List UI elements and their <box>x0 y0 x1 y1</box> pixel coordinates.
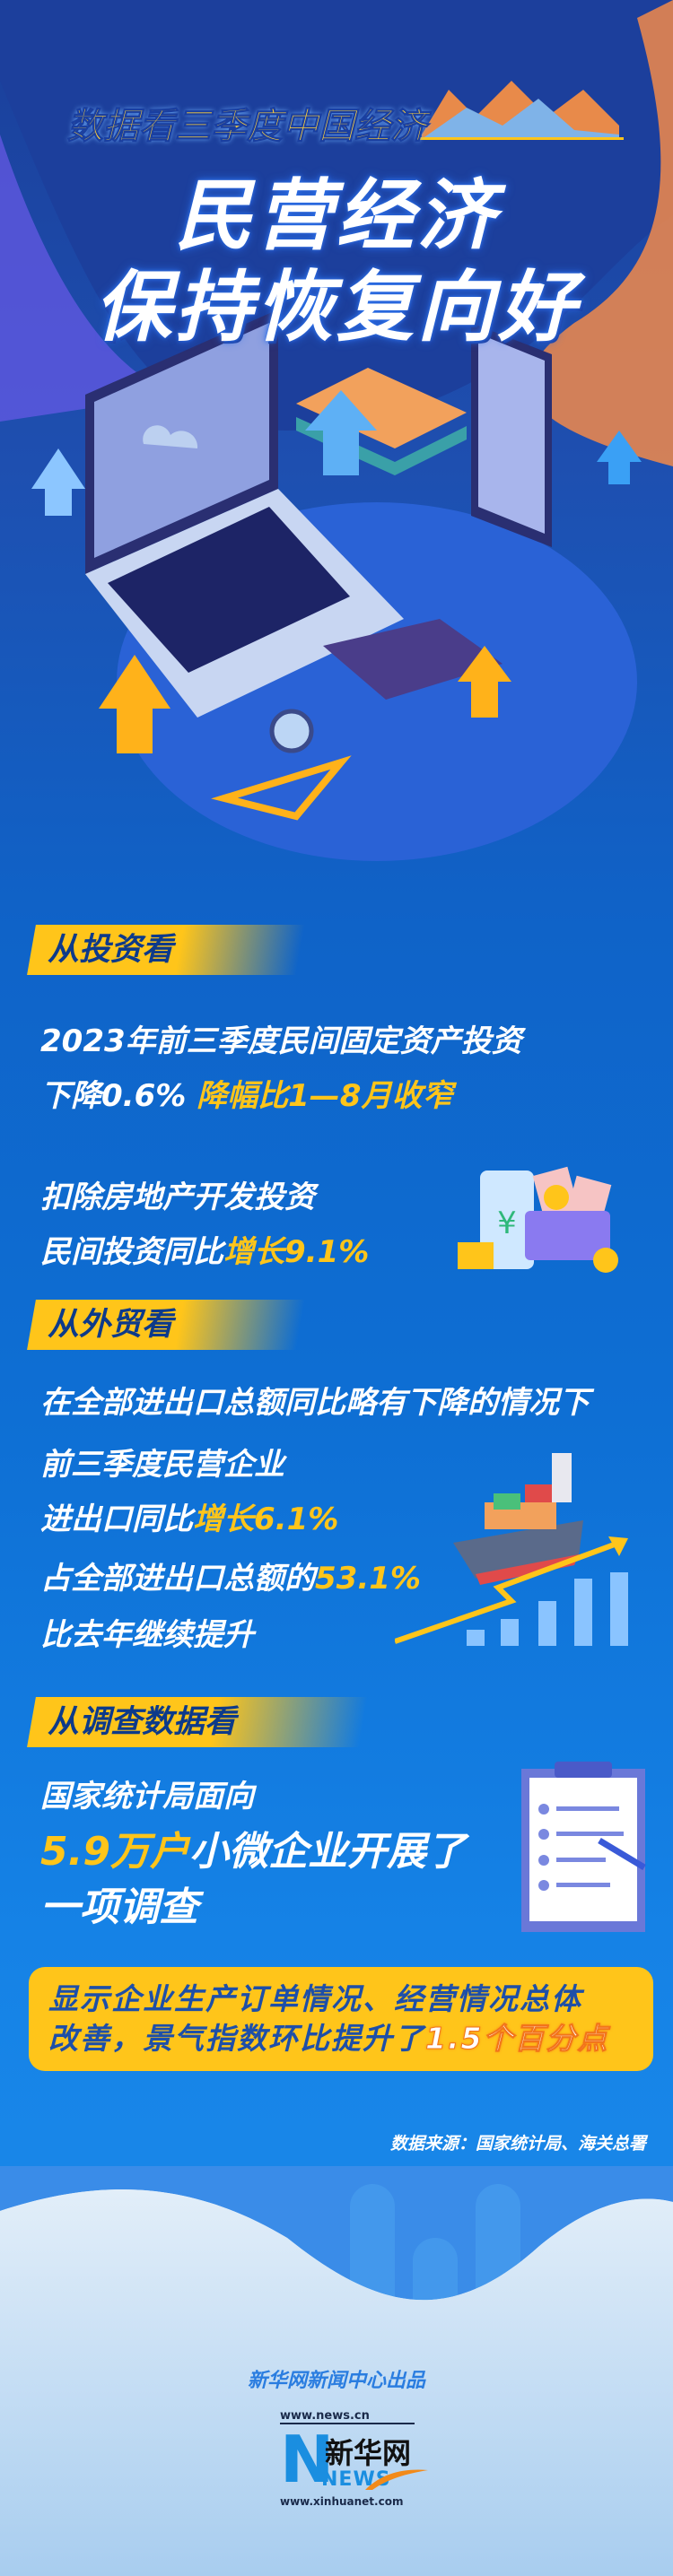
arrow-up-icon <box>597 431 642 484</box>
highlight-box: 显示企业生产订单情况、经营情况总体 改善，景气指数环比提升了1.5个百分点 <box>29 1967 653 2071</box>
arrow-up-icon <box>458 646 511 718</box>
xinhuanet-logo: www.news.cn N 新华网 NEWS www.xinhuanet.com <box>280 2409 428 2512</box>
mountain-chart-icon <box>417 81 624 140</box>
ship-growth-icon <box>395 1453 628 1646</box>
producer-credit: 新华网新闻中心出品 <box>247 2370 425 2392</box>
money-phone-icon: ¥ <box>458 1166 618 1273</box>
header-subtitle: 数据看三季度中国经济 <box>67 106 427 148</box>
text-line: 国家统计局面向 <box>40 1779 254 1815</box>
page-title-line2: 保持恢复向好 <box>94 263 579 352</box>
magnifier-icon <box>269 709 314 753</box>
arrow-up-icon <box>305 390 377 475</box>
clipboard-icon <box>521 1762 646 1932</box>
section-heading-survey: 从调查数据看 <box>27 1697 368 1747</box>
text-line: 扣除房地产开发投资 <box>40 1179 315 1215</box>
text-line: 占全部进出口总额的53.1% <box>40 1561 421 1597</box>
text-line: 民间投资同比增长9.1% <box>40 1234 370 1270</box>
arrow-up-icon <box>99 655 170 753</box>
tablet-icon <box>471 323 552 547</box>
page-title-line1: 民营经济 <box>175 171 498 261</box>
swoosh-icon <box>365 2469 428 2490</box>
svg-text:¥: ¥ <box>497 1205 517 1241</box>
cloud-icon <box>143 425 198 448</box>
text-line: 进出口同比增长6.1% <box>40 1501 339 1537</box>
text-line: 前三季度民营企业 <box>40 1447 284 1483</box>
text-line: 在全部进出口总额同比略有下降的情况下 <box>40 1385 590 1421</box>
orange-ribbon <box>529 0 673 466</box>
section-heading-investment: 从投资看 <box>27 925 305 975</box>
footer-wave <box>0 2166 673 2576</box>
text-line: 比去年继续提升 <box>40 1617 254 1653</box>
books-icon <box>296 368 467 475</box>
hero-illustration <box>0 0 673 861</box>
ruler-icon <box>211 755 352 821</box>
arrow-up-icon <box>31 448 85 516</box>
text-line: 5.9万户小微企业开展了 <box>40 1829 466 1875</box>
notebook-icon <box>323 619 503 700</box>
text-line: 下降0.6% 降幅比1—8月收窄 <box>40 1078 453 1114</box>
text-line: 一项调查 <box>40 1884 198 1930</box>
purple-ribbon <box>0 135 179 422</box>
text-line: 2023年前三季度民间固定资产投资 <box>40 1023 522 1059</box>
section-heading-trade: 从外贸看 <box>27 1300 305 1350</box>
data-source: 数据来源：国家统计局、海关总署 <box>389 2134 646 2154</box>
